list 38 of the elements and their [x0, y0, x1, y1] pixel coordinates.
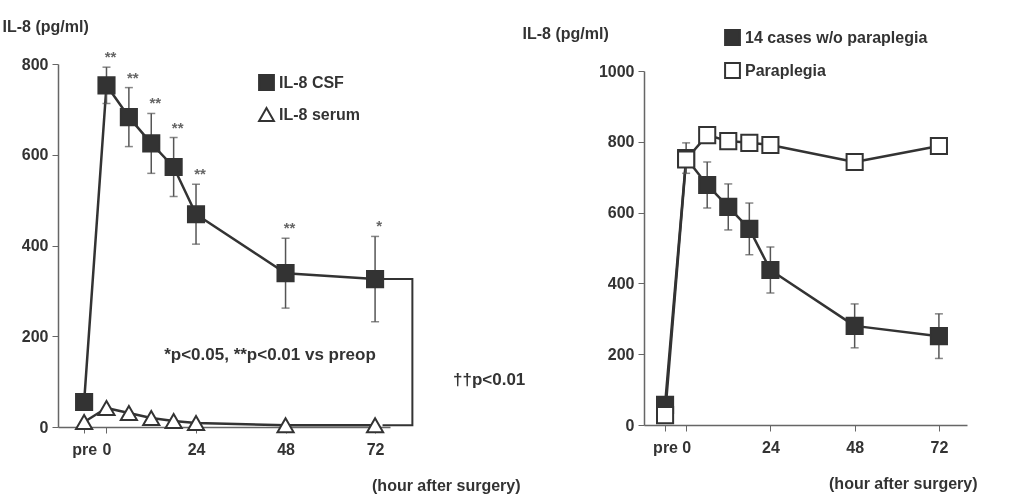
annotation: **: [171, 118, 184, 136]
y-tick-label: 400: [21, 237, 49, 254]
y-tick-label: 800: [21, 55, 49, 73]
annotation: *p<0.05, **p<0.01 vs preop: [164, 345, 376, 364]
x-tick-label: 48: [846, 438, 865, 456]
x-axis-title: (hour after surgery): [372, 476, 521, 494]
x-tick-label: 24: [761, 438, 780, 456]
y-axis-title: IL-8 (pg/ml): [522, 24, 609, 42]
text: ††p<0.01: [453, 370, 526, 389]
x-tick-label: 0: [102, 440, 112, 458]
legend-label: 14 cases w/o paraplegia: [745, 28, 928, 46]
y-tick-label: 0: [39, 418, 49, 436]
x-tick-label: pre: [653, 438, 679, 456]
annotation: **: [127, 68, 139, 86]
x-axis-title: (hour after surgery): [829, 474, 978, 492]
legend-label: IL-8 serum: [279, 105, 360, 123]
y-tick-label: 0: [625, 416, 635, 434]
y-tick-label: 1000: [598, 62, 635, 80]
x-tick-label: pre: [72, 440, 98, 458]
x-tick-label: 48: [277, 440, 296, 458]
y-axis-title: IL-8 (pg/ml): [2, 17, 89, 35]
y-tick-label: 400: [607, 274, 635, 292]
annotation: **: [149, 94, 162, 112]
y-tick-label: 200: [607, 345, 635, 363]
annotation: **: [283, 219, 296, 237]
annotation: **: [194, 165, 207, 183]
x-tick-label: 72: [366, 440, 385, 458]
y-tick-label: 600: [21, 146, 49, 164]
y-tick-label: 800: [607, 133, 635, 151]
annotation: *: [376, 217, 383, 235]
x-tick-label: 72: [930, 438, 949, 456]
annotation: **: [104, 48, 117, 66]
x-tick-label: 0: [682, 438, 692, 456]
x-tick-label: 24: [187, 440, 206, 458]
legend-label: IL-8 CSF: [279, 73, 345, 91]
y-tick-label: 600: [607, 204, 635, 222]
legend-label: Paraplegia: [745, 61, 827, 79]
y-tick-label: 200: [21, 327, 49, 345]
